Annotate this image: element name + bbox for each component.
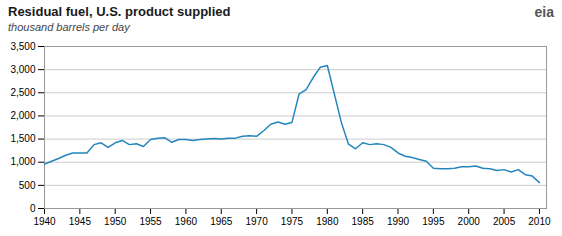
- svg-text:1955: 1955: [139, 216, 162, 227]
- svg-text:1,000: 1,000: [10, 156, 35, 167]
- svg-text:2005: 2005: [493, 216, 516, 227]
- svg-text:1965: 1965: [210, 216, 233, 227]
- svg-text:1975: 1975: [281, 216, 304, 227]
- svg-text:2,000: 2,000: [10, 110, 35, 121]
- svg-text:3,000: 3,000: [10, 64, 35, 75]
- svg-text:2,500: 2,500: [10, 87, 35, 98]
- svg-text:1,500: 1,500: [10, 133, 35, 144]
- svg-text:1970: 1970: [245, 216, 268, 227]
- svg-text:1995: 1995: [422, 216, 445, 227]
- svg-text:1990: 1990: [387, 216, 410, 227]
- svg-text:1940: 1940: [33, 216, 56, 227]
- html-text:eia: eia: [534, 4, 554, 20]
- svg-text:500: 500: [19, 180, 36, 191]
- html-text:Residual fuel, U.S. product su: Residual fuel, U.S. product supplied: [8, 4, 231, 19]
- svg-text:2010: 2010: [528, 216, 551, 227]
- svg-text:1960: 1960: [175, 216, 198, 227]
- svg-text:1980: 1980: [316, 216, 339, 227]
- svg-text:2000: 2000: [458, 216, 481, 227]
- html-text:thousand barrels per day: thousand barrels per day: [8, 21, 130, 33]
- svg-text:1985: 1985: [352, 216, 375, 227]
- svg-text:1950: 1950: [104, 216, 127, 227]
- svg-text:0: 0: [30, 203, 36, 214]
- svg-text:3,500: 3,500: [10, 41, 35, 52]
- svg-text:1945: 1945: [69, 216, 92, 227]
